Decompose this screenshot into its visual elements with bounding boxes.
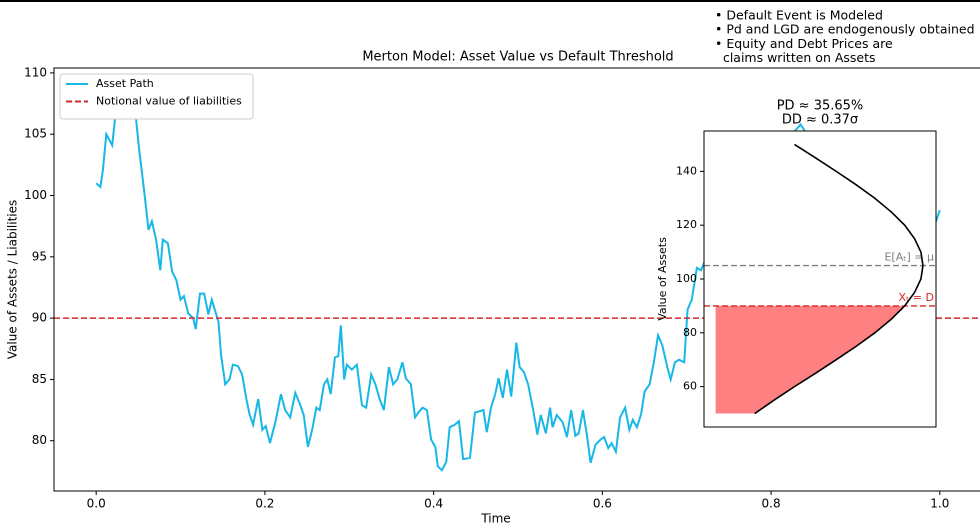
y-tick-label: 90 <box>32 311 47 325</box>
inset-y-axis-label: Value of Assets <box>656 237 669 321</box>
plot-area <box>54 86 980 472</box>
inset-y-tick-label: 140 <box>676 164 697 177</box>
inset-plot: E[Aₜ] = μ Xₜ = D 60 80 100 120 140 Value of Ass… <box>656 99 937 428</box>
top-border <box>0 0 980 2</box>
y-tick-label: 105 <box>24 127 47 141</box>
inset-hline-label: Xₜ = D <box>899 291 934 304</box>
inset-y-tick-label: 120 <box>676 218 697 231</box>
y-tick-label: 85 <box>32 372 47 386</box>
x-axis-label: Time <box>480 512 510 526</box>
default-region <box>715 305 905 414</box>
inset-y-tick-label: 60 <box>683 380 697 393</box>
legend-label: Notional value of liabilities <box>96 95 242 108</box>
inset-y-tick-label: 100 <box>676 272 697 285</box>
inset-y-tick-label: 80 <box>683 326 697 339</box>
y-tick-label: 95 <box>32 249 47 263</box>
chart-title: Merton Model: Asset Value vs Default Thr… <box>362 50 673 65</box>
legend-label: Asset Path <box>96 77 154 90</box>
density-curve <box>754 143 924 415</box>
y-tick-label: 80 <box>32 433 47 447</box>
x-tick-label: 1.0 <box>930 497 949 511</box>
note: • Equity and Debt Prices are <box>715 36 893 51</box>
inset-hline-label: E[Aₜ] = μ <box>884 251 934 264</box>
y-tick-label: 110 <box>24 65 47 79</box>
legend-box <box>59 73 254 120</box>
asset-line <box>95 86 941 472</box>
y-tick-label: 100 <box>24 188 47 202</box>
inset-title: PD ≈ 35.65% <box>777 99 864 114</box>
legend: Asset Path Notional value of liabilities <box>59 73 254 120</box>
inset-title: DD ≈ 0.37σ <box>782 113 858 128</box>
x-tick-label: 0.8 <box>762 497 781 511</box>
axes-frame <box>53 67 980 492</box>
x-tick-label: 0.0 <box>87 497 106 511</box>
x-tick-label: 0.2 <box>255 497 274 511</box>
x-tick-label: 0.4 <box>424 497 443 511</box>
note: • Default Event is Modeled <box>715 8 883 23</box>
note: • Pd and LGD are endogenously obtained <box>715 22 975 37</box>
note: claims written on Assets <box>715 50 876 65</box>
x-tick-label: 0.6 <box>593 497 612 511</box>
main-plot: 80 85 90 95 100 105 110 0.0 0.2 0.4 0.6 0.8 1.0 Time V… <box>6 8 980 526</box>
y-axis-label: Value of Assets / Liabilities <box>6 200 20 360</box>
